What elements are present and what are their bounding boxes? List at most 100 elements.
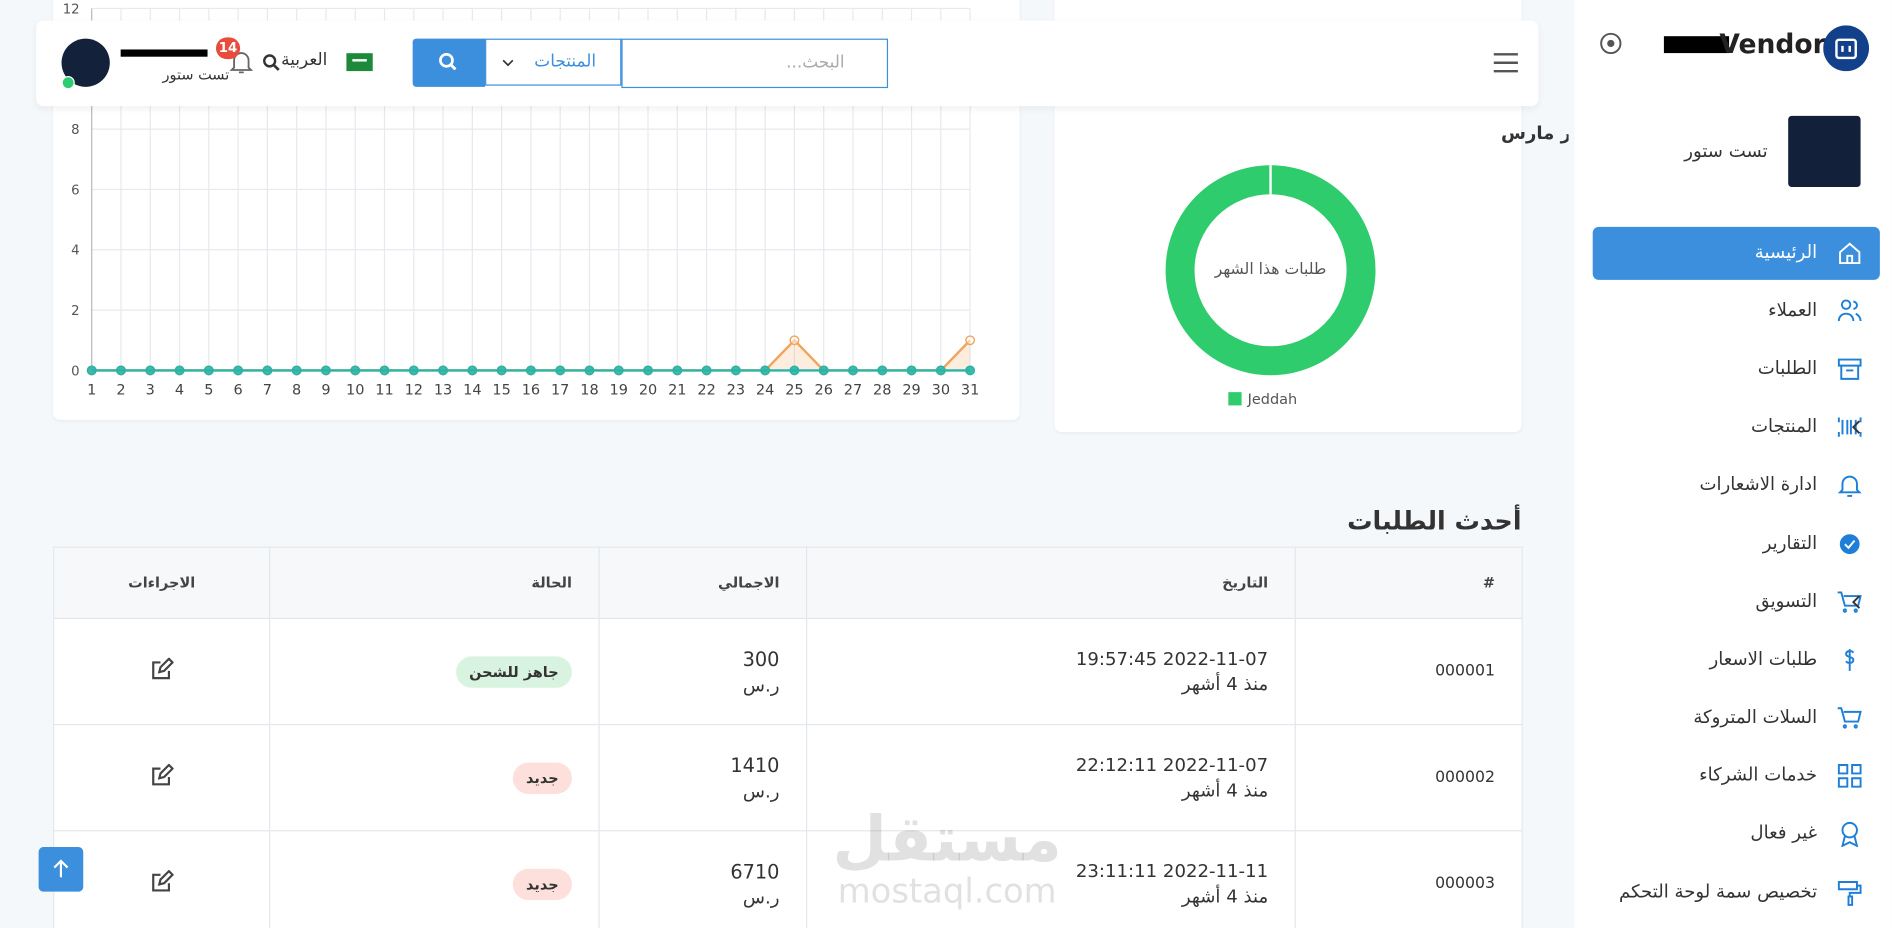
menu-item[interactable]: التقارير xyxy=(1593,518,1880,571)
menu-item[interactable]: غير فعال xyxy=(1593,807,1880,860)
actions-cell xyxy=(53,830,271,928)
menu-label: التقارير xyxy=(1762,532,1818,554)
point xyxy=(86,365,97,376)
point xyxy=(233,365,244,376)
point xyxy=(760,365,771,376)
x-tick-label: 23 xyxy=(727,383,745,399)
icon-shape xyxy=(1841,821,1859,848)
y-tick-label: 6 xyxy=(71,183,79,198)
menu-icon xyxy=(1837,417,1862,437)
chevron-shape xyxy=(1851,595,1861,609)
menu-label: الطلبات xyxy=(1757,357,1818,379)
x-tick-label: 4 xyxy=(175,383,184,399)
menu-icon xyxy=(1837,532,1862,557)
bell-icon[interactable] xyxy=(229,49,254,76)
x-tick-label: 20 xyxy=(639,383,657,399)
x-tick-label: 26 xyxy=(814,383,832,399)
menu-item[interactable]: التسويق xyxy=(1593,576,1880,629)
point xyxy=(203,365,214,376)
menu-icon xyxy=(1837,299,1862,322)
center-label: طلبات هذا الشهر xyxy=(1214,259,1327,279)
language[interactable]: العربية xyxy=(281,50,328,70)
point xyxy=(906,365,917,376)
x-tick-label: 25 xyxy=(785,383,803,399)
flag-icon xyxy=(346,53,373,72)
redacted-name xyxy=(120,49,208,57)
point xyxy=(965,365,976,376)
x-tick-label: 15 xyxy=(492,383,510,399)
order-total: 300 xyxy=(742,647,780,671)
menu-icon xyxy=(1837,358,1862,380)
search-category[interactable]: المنتجات xyxy=(485,38,622,86)
order-date-cell: 2022-11-07 22:12:11 منذ 4 أشهر xyxy=(806,723,1296,832)
search-button[interactable] xyxy=(412,38,486,87)
brand-name: Vendor xyxy=(1719,30,1826,61)
order-status-cell: جاهز للشحن xyxy=(269,617,600,726)
menu-label: طلبات الاسعار xyxy=(1709,647,1818,670)
column-header: الاجراءات xyxy=(53,546,271,619)
point xyxy=(584,365,595,376)
order-date: 2022-11-07 22:12:11 xyxy=(1075,754,1269,776)
order-status-cell: جديد xyxy=(269,830,600,928)
edit-icon[interactable] xyxy=(150,762,175,787)
x-tick-label: 24 xyxy=(756,383,774,399)
point xyxy=(935,365,946,376)
order-row: 000003 2022-11-11 23:11:11 منذ 4 أشهر 6710 ر… xyxy=(53,830,1523,928)
x-tick-label: 11 xyxy=(375,383,393,399)
point xyxy=(379,365,390,376)
search-input[interactable]: البحث... xyxy=(621,38,889,89)
scroll-top-button[interactable] xyxy=(38,847,84,892)
icon-shape xyxy=(1837,475,1862,497)
store-logo xyxy=(1788,115,1861,188)
menu-item[interactable]: طلبات الاسعار xyxy=(1593,633,1880,686)
x-tick-label: 14 xyxy=(463,383,481,399)
pie-title: اكثر المدن طلباً لشهر مارس xyxy=(1501,120,1569,144)
x-tick-label: 18 xyxy=(580,383,598,399)
x-tick-label: 19 xyxy=(610,383,628,399)
y-tick-label: 4 xyxy=(71,244,79,259)
order-total: 1410 xyxy=(730,753,780,777)
toggle-icon[interactable] xyxy=(1599,31,1623,55)
column-header: الحالة xyxy=(269,546,600,619)
menu-item[interactable]: خدمات الشركاء xyxy=(1593,749,1880,802)
edit-shape xyxy=(152,656,175,679)
x-tick-label: 30 xyxy=(932,383,950,399)
menu-item[interactable]: تخصيص سمة لوحة التحكم xyxy=(1593,866,1880,919)
order-total-cell: 300 ر.س xyxy=(598,617,808,726)
icon-shape xyxy=(1837,764,1862,788)
point xyxy=(789,365,800,376)
store-name: تست ستور xyxy=(1684,139,1768,162)
x-tick-label: 3 xyxy=(146,383,155,399)
menu-item[interactable]: ادارة الاشعارات xyxy=(1593,459,1880,512)
point xyxy=(174,365,185,376)
order-date: 2022-11-07 19:57:45 xyxy=(1075,647,1269,670)
menu-item[interactable]: الرئيسية xyxy=(1592,226,1880,280)
order-date-cell: 2022-11-11 23:11:11 منذ 4 أشهر xyxy=(806,830,1296,928)
hamburger-icon[interactable] xyxy=(1493,52,1520,74)
edit-icon[interactable] xyxy=(150,869,175,893)
chevron-shape xyxy=(1851,420,1861,434)
point xyxy=(965,335,976,346)
point xyxy=(116,365,126,376)
chevron xyxy=(1851,420,1861,434)
menu-item[interactable]: العملاء xyxy=(1593,285,1880,338)
point xyxy=(848,365,858,376)
x-tick-label: 17 xyxy=(551,383,569,399)
menu-item[interactable]: السلات المتروكة xyxy=(1593,691,1880,744)
sidebar: Vendor تست ستور الرئيسية العملاء الطلبات ال… xyxy=(1574,0,1892,928)
x-tick-label: 6 xyxy=(233,383,242,399)
top-header: البحث... المنتجات العربية 14 تست ستور xyxy=(36,20,1539,107)
menu-item[interactable]: الطلبات xyxy=(1593,343,1880,396)
legend-swatch xyxy=(1228,392,1242,406)
search-toggle-icon[interactable] xyxy=(262,53,281,72)
edit-icon[interactable] xyxy=(150,656,175,681)
point xyxy=(408,365,419,376)
icon-shape xyxy=(1839,242,1861,265)
x-tick-label: 9 xyxy=(321,383,330,399)
order-id: 000001 xyxy=(1294,617,1523,726)
menu-item[interactable]: المنتجات xyxy=(1593,401,1880,454)
chevron xyxy=(1851,595,1861,609)
column-header: التاريخ xyxy=(806,546,1296,619)
icon-shape xyxy=(1837,358,1862,380)
x-tick-label: 8 xyxy=(292,383,301,399)
